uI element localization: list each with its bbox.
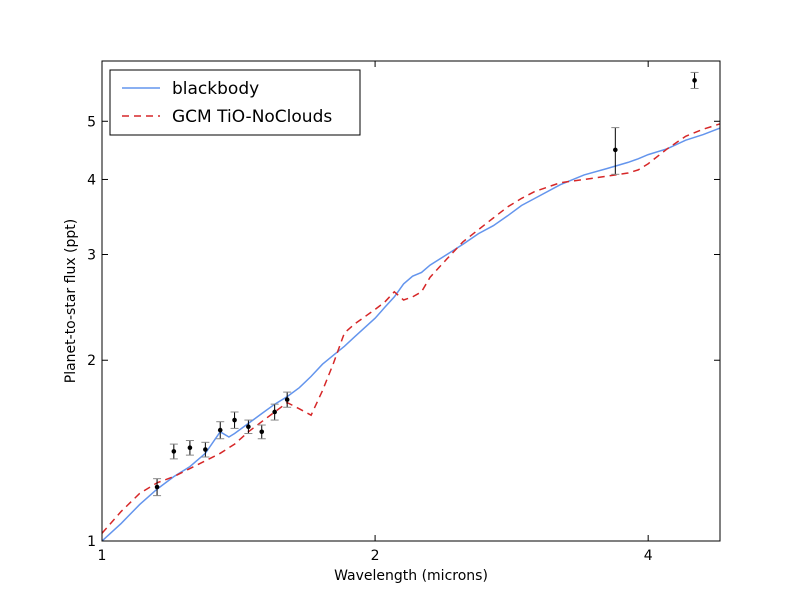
y-axis-label: Planet-to-star flux (ppt): [63, 219, 79, 384]
y-tick-label: 5: [87, 114, 96, 130]
data-point: [259, 429, 265, 435]
data-point: [154, 484, 160, 490]
y-tick-label: 2: [87, 353, 96, 369]
data-point: [284, 397, 290, 402]
x-tick-label: 4: [644, 548, 653, 564]
legend-label-blackbody: blackbody: [172, 79, 259, 99]
data-point: [187, 445, 193, 451]
ticks-layer: 1 2 4 1 2 3 4 5: [87, 61, 720, 564]
legend-label-gcm: GCM TiO-NoClouds: [172, 107, 332, 127]
observation-layer: [153, 71, 699, 497]
data-point: [171, 449, 177, 454]
data-point: [217, 427, 223, 433]
series-line-blackbody: [102, 127, 720, 541]
data-point: [246, 424, 251, 430]
data-point: [692, 78, 697, 83]
y-tick-label: 1: [87, 534, 96, 550]
data-point: [613, 147, 618, 153]
series-line-gcm-tio-noclouds: [102, 123, 720, 534]
series-layer: [102, 123, 720, 541]
legend: blackbody GCM TiO-NoClouds: [109, 69, 361, 136]
plot-frame: [101, 60, 721, 542]
data-point: [203, 447, 208, 452]
x-tick-label: 2: [371, 548, 380, 564]
legend-box: [109, 69, 361, 136]
x-tick-label: 1: [98, 548, 107, 564]
y-tick-label: 3: [87, 247, 96, 263]
x-axis-label: Wavelength (microns): [334, 568, 488, 584]
data-point: [232, 417, 237, 423]
data-point: [272, 409, 277, 415]
y-tick-label: 4: [87, 172, 96, 188]
